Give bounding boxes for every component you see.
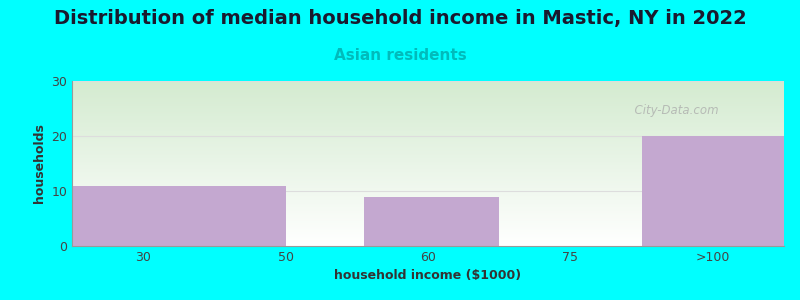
X-axis label: household income ($1000): household income ($1000) (334, 269, 522, 282)
Text: City-Data.com: City-Data.com (627, 104, 719, 117)
Bar (364, 196, 499, 246)
Text: Distribution of median household income in Mastic, NY in 2022: Distribution of median household income … (54, 9, 746, 28)
Bar (72, 185, 286, 246)
Bar (642, 136, 784, 246)
Y-axis label: households: households (33, 124, 46, 203)
Text: Asian residents: Asian residents (334, 48, 466, 63)
